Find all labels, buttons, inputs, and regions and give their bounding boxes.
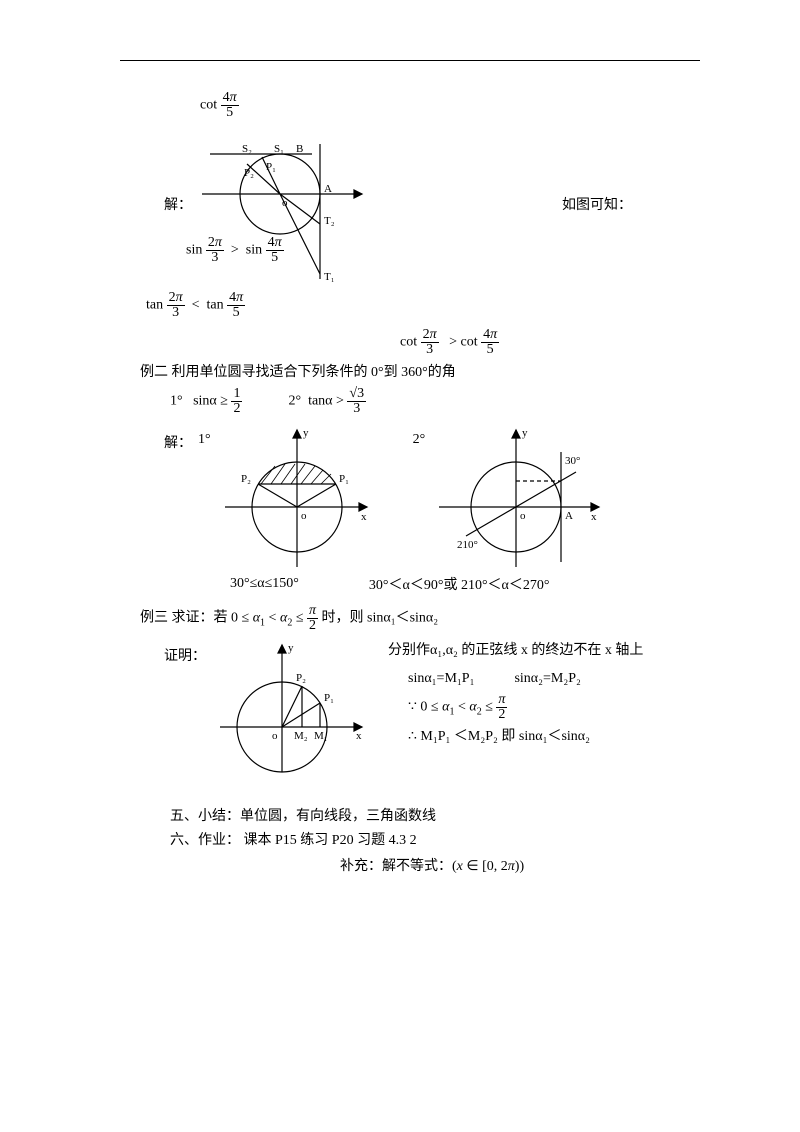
svg-text:S₂: S₂ bbox=[242, 143, 252, 155]
fig1-aside: 如图可知： bbox=[562, 194, 632, 214]
proof-l1: 分别作α₁,α₂ 的正弦线 x 的终边不在 x 轴上 bbox=[388, 637, 643, 665]
ex2-q2: 2° tanα > √33 bbox=[288, 387, 366, 416]
top-rule bbox=[120, 60, 700, 61]
svg-text:P₁: P₁ bbox=[266, 161, 276, 173]
proof-l2b: sinα₂=M₂P₂ bbox=[514, 665, 580, 693]
svg-text:y: y bbox=[288, 642, 294, 654]
svg-text:P₂: P₂ bbox=[296, 672, 306, 684]
solution-label-2: 解： bbox=[164, 432, 192, 452]
svg-text:o: o bbox=[520, 510, 526, 522]
ex2-solution-row: 解： 1° bbox=[164, 422, 680, 572]
svg-text:A: A bbox=[565, 510, 573, 522]
proof-l4: ∴ M₁P₁ ＜M₂P₂ 即 sinα₁＜sinα₂ bbox=[408, 723, 643, 751]
svg-text:30°: 30° bbox=[565, 455, 580, 467]
svg-text:P₂: P₂ bbox=[244, 167, 254, 179]
supp-pre: 补充：解不等式：( bbox=[340, 859, 457, 874]
svg-text:210°: 210° bbox=[457, 539, 478, 551]
svg-text:M₁: M₁ bbox=[314, 730, 328, 742]
section-6: 六、作业： 课本 P15 练习 P20 习题 4.3 2 bbox=[170, 829, 680, 849]
fig2a-caption: 30°≤α≤150° bbox=[230, 576, 299, 592]
proof-l2a: sinα₁=M₁P₁ bbox=[408, 665, 474, 693]
expr-sin-ineq: sin 2π3 > sin 4π5 bbox=[186, 236, 680, 265]
ex3-proof-row: 证明： o x y P₁ bbox=[164, 637, 680, 777]
document-page: cot 4π5 解： bbox=[0, 0, 800, 1132]
figure-2b: o x y A 30° 210° bbox=[431, 422, 611, 572]
figure-2a: o x y P₁ P₂ bbox=[217, 422, 377, 572]
ex3-heading: 例三 求证：若 0 ≤ α1 < α2 ≤ π2 时，则 sinα₁＜sinα₂ bbox=[140, 604, 680, 633]
ex2-fig-a-label: 1° bbox=[198, 432, 211, 448]
proof-l3: ∵ 0 ≤ α1 < α2 ≤ π2 bbox=[408, 693, 643, 723]
svg-text:o: o bbox=[282, 197, 288, 209]
svg-text:o: o bbox=[301, 510, 307, 522]
expr-cot-ineq: cot 2π3 > cot 4π5 bbox=[400, 328, 680, 357]
section-5: 五、小结：单位圆，有向线段，三角函数线 bbox=[170, 805, 680, 825]
solution-label: 解： bbox=[164, 194, 192, 214]
svg-text:P₁: P₁ bbox=[324, 692, 334, 704]
svg-text:M₂: M₂ bbox=[294, 730, 308, 742]
svg-text:A: A bbox=[324, 183, 332, 195]
supp-post: ) bbox=[519, 859, 524, 874]
svg-text:x: x bbox=[356, 730, 362, 742]
ex2-captions: 30°≤α≤150° 30°＜α＜90°或 210°＜α＜270° bbox=[230, 574, 680, 594]
supplement: 补充：解不等式：(x ∈ [0, 2π)) bbox=[340, 855, 680, 875]
ex2-questions: 1° sinα ≥ 12 2° tanα > √33 bbox=[170, 387, 680, 416]
proof-text: 分别作α₁,α₂ 的正弦线 x 的终边不在 x 轴上 sinα₁=M₁P₁ si… bbox=[388, 637, 643, 751]
ex2-fig-b-label: 2° bbox=[413, 432, 426, 448]
figure-3: o x y P₁ P₂ M₁ M₂ bbox=[212, 637, 372, 777]
expr-cot-4pi5: cot 4π5 bbox=[200, 91, 680, 120]
svg-text:x: x bbox=[591, 511, 597, 523]
svg-text:S₁: S₁ bbox=[274, 143, 284, 155]
ex2-heading: 例二 利用单位圆寻找适合下列条件的 0°到 360°的角 bbox=[140, 361, 680, 381]
svg-text:T₂: T₂ bbox=[324, 215, 335, 227]
svg-text:P₁: P₁ bbox=[339, 473, 349, 485]
ex3-pre: 例三 求证：若 bbox=[140, 611, 228, 626]
ex3-post: 时，则 sinα₁＜sinα₂ bbox=[322, 611, 439, 626]
expr-tan-ineq: tan 2π3 < tan 4π5 bbox=[146, 291, 680, 320]
svg-text:y: y bbox=[522, 427, 528, 439]
svg-text:x: x bbox=[361, 511, 367, 523]
ex2-q1: 1° sinα ≥ 12 bbox=[170, 387, 242, 416]
svg-text:T₁: T₁ bbox=[324, 271, 335, 283]
svg-text:P₂: P₂ bbox=[241, 473, 251, 485]
fig2b-caption: 30°＜α＜90°或 210°＜α＜270° bbox=[369, 574, 550, 594]
svg-text:B: B bbox=[296, 143, 303, 155]
svg-text:o: o bbox=[272, 730, 278, 742]
proof-label: 证明： bbox=[164, 645, 206, 665]
svg-text:y: y bbox=[303, 427, 309, 439]
